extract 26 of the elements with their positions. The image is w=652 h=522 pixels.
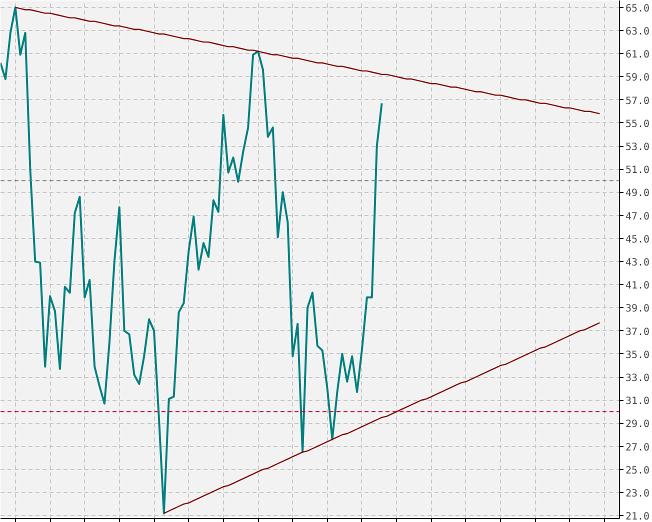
y-tick-label: 27.0 <box>626 442 650 454</box>
y-tick-label: 57.0 <box>626 96 650 107</box>
y-tick-label: 37.0 <box>626 326 650 338</box>
line-series <box>14 6 600 114</box>
y-tick-label: 61.0 <box>626 50 650 61</box>
y-tick-label: 65.0 <box>626 3 650 14</box>
y-tick-label: 21.0 <box>626 512 650 522</box>
y-tick-label: 31.0 <box>626 396 650 408</box>
y-tick-label: 47.0 <box>626 211 650 222</box>
line-series <box>0 6 383 514</box>
y-tick-label: 29.0 <box>626 419 650 430</box>
y-tick-label: 35.0 <box>626 350 650 361</box>
line-series <box>163 322 600 514</box>
y-tick-label: 59.0 <box>626 72 650 84</box>
y-tick-label: 23.0 <box>626 488 650 500</box>
y-tick-label: 49.0 <box>626 188 650 200</box>
y-tick-label: 63.0 <box>626 26 650 38</box>
y-tick-label: 45.0 <box>626 234 650 246</box>
y-tick-label: 39.0 <box>626 304 650 315</box>
y-tick-label: 25.0 <box>626 465 650 476</box>
y-tick-label: 41.0 <box>626 280 650 292</box>
y-tick-label: 33.0 <box>626 373 650 384</box>
y-tick-label: 55.0 <box>626 118 650 130</box>
y-tick-label: 43.0 <box>626 258 650 269</box>
y-tick-label: 51.0 <box>626 165 650 176</box>
y-tick-label: 53.0 <box>626 142 650 154</box>
